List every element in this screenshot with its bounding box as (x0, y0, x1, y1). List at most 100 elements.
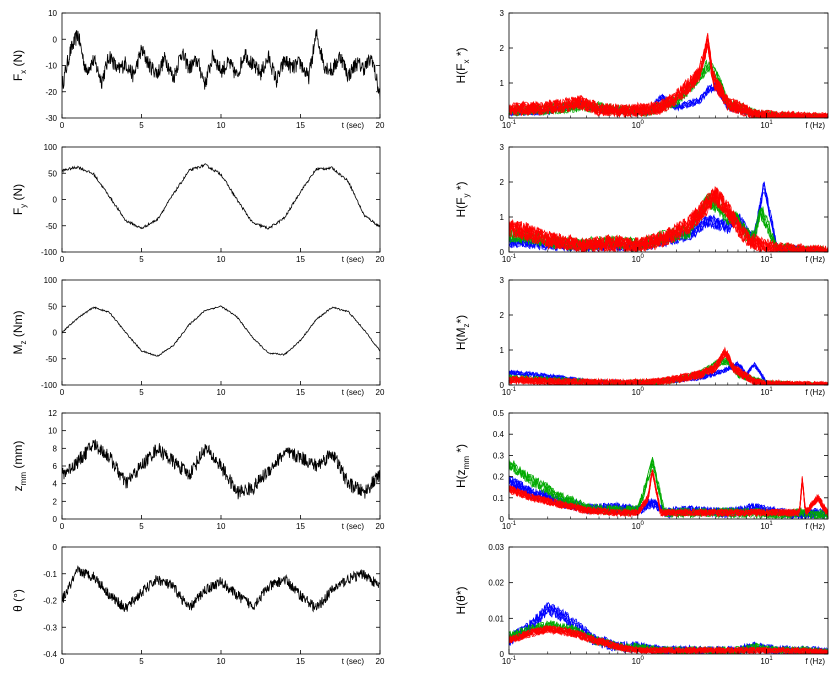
x-tick-label: 20 (376, 657, 385, 666)
x-tick-label: 101 (760, 656, 773, 666)
x-tick-label: 100 (632, 120, 645, 130)
y-tick-label: 1 (500, 79, 505, 88)
series-line-1 (62, 305, 380, 357)
x-tick-label: 10-1 (502, 120, 517, 130)
y-axis-label-tail: (N) (11, 184, 25, 204)
y-axis-label-main: H(z (454, 469, 468, 488)
plot-area (509, 346, 828, 385)
y-tick-label: 2 (500, 178, 505, 187)
plot-frame (508, 412, 829, 520)
plot-area (509, 456, 828, 519)
y-tick-label: 3 (500, 276, 505, 285)
y-axis-label-main: M (11, 345, 25, 355)
y-tick-label: -0.4 (43, 650, 57, 659)
series-line-3-8 (509, 625, 828, 654)
x-tick-label: 100 (632, 656, 645, 666)
y-tick-label: 10 (48, 427, 57, 436)
y-axis-label-main: H(F (454, 198, 468, 218)
x-tick-label: 10 (217, 255, 226, 264)
y-tick-label: 0.1 (493, 494, 505, 503)
y-tick-label: 1 (500, 346, 505, 355)
x-tick-label: 5 (139, 255, 144, 264)
y-axis-label: Fx (N) (11, 50, 28, 81)
x-tick-label: 15 (296, 388, 305, 397)
y-axis-label-sub: x (19, 70, 28, 74)
x-axis-label: t (sec) (342, 121, 365, 130)
series-line-1 (62, 28, 380, 100)
chart-panel-3: -100 -50 0 50 100 0 5 10 15 20 t (sec) Mz (Nm) (11, 276, 385, 397)
x-tick-label: 20 (376, 255, 385, 264)
y-axis-label-tail: *) (454, 181, 468, 193)
x-tick-label: 0 (60, 121, 65, 130)
x-tick-label: 5 (139, 657, 144, 666)
y-tick-label: 0.2 (493, 473, 505, 482)
y-axis-label-tail: (Nm) (11, 311, 25, 341)
plot-frame (61, 546, 381, 655)
y-tick-label: 0.5 (493, 409, 505, 418)
x-tick-label: 5 (139, 522, 144, 531)
x-axis-label: t (sec) (342, 657, 365, 666)
series-line-3-10 (509, 353, 828, 385)
y-axis-label-sub: z (462, 324, 471, 328)
y-axis-label-main: H(M (454, 328, 468, 351)
y-axis-label: H(Mz*) (454, 315, 471, 350)
x-tick-label: 20 (376, 388, 385, 397)
series-line-3-10 (509, 188, 828, 252)
y-axis-label-tail: (°) (11, 589, 25, 605)
x-axis-label: f (Hz) (805, 522, 825, 531)
y-tick-label: 0 (500, 381, 505, 390)
y-tick-label: 0 (53, 329, 58, 338)
y-axis-label: Mz (Nm) (11, 311, 28, 355)
plot-frame (508, 12, 829, 119)
x-tick-label: 0 (60, 255, 65, 264)
plot-frame (508, 279, 829, 386)
y-axis-label-tail: *) (454, 47, 468, 59)
y-tick-label: 2 (500, 44, 505, 53)
y-tick-label: -0.2 (43, 597, 57, 606)
series-line-1 (62, 163, 380, 230)
x-tick-label: 101 (760, 387, 773, 397)
x-tick-label: 100 (632, 387, 645, 397)
x-tick-label: 100 (632, 521, 645, 531)
chart-panel-7: 0 1 2 3 10-1 100 101 f (Hz) H(Fy *) (454, 143, 829, 264)
x-tick-label: 15 (296, 522, 305, 531)
y-axis-label-sub: mm (19, 472, 28, 486)
x-tick-label: 101 (760, 521, 773, 531)
plot-frame (61, 279, 381, 386)
y-tick-label: 0 (53, 515, 58, 524)
plot-area (509, 32, 828, 118)
y-tick-label: -100 (41, 248, 58, 257)
y-tick-label: -20 (45, 88, 57, 97)
y-tick-label: -30 (45, 114, 57, 123)
series-line-3-10 (509, 625, 828, 654)
series-line-3-9 (509, 351, 828, 385)
y-tick-label: -100 (41, 381, 58, 390)
plot-frame (508, 146, 829, 253)
x-tick-label: 15 (296, 657, 305, 666)
y-axis-label-tail: *) (454, 444, 468, 456)
y-axis-label: H(Fx *) (454, 47, 471, 83)
x-axis-label: f (Hz) (805, 255, 825, 264)
x-axis-label: t (sec) (342, 522, 365, 531)
x-tick-label: 10-1 (502, 387, 517, 397)
y-axis-label-main: F (11, 74, 25, 81)
y-tick-label: 0 (500, 248, 505, 257)
y-axis-label-sub: mm (462, 456, 471, 470)
series-line-3-10 (509, 470, 828, 518)
plot-area (62, 28, 380, 100)
y-tick-label: -0.1 (43, 570, 57, 579)
x-tick-label: 5 (139, 121, 144, 130)
x-axis-label: f (Hz) (805, 657, 825, 666)
y-axis-label-tail: *) (454, 315, 468, 324)
chart-panel-6: 0 1 2 3 10-1 100 101 f (Hz) H(Fx *) (454, 9, 829, 130)
x-tick-label: 101 (760, 254, 773, 264)
chart-panel-5: -0.4 -0.3 -0.2 -0.1 0 0 5 10 15 20 t (sec) θ (°) (11, 543, 385, 666)
y-tick-label: 0.02 (488, 579, 504, 588)
series-line-1 (62, 565, 380, 613)
x-tick-label: 10-1 (502, 656, 517, 666)
y-axis-label: Fy (N) (11, 184, 28, 215)
y-tick-label: -0.3 (43, 623, 57, 632)
y-axis-label-tail: (mm) (11, 441, 25, 472)
y-tick-label: 0.01 (488, 614, 504, 623)
x-tick-label: 101 (760, 120, 773, 130)
